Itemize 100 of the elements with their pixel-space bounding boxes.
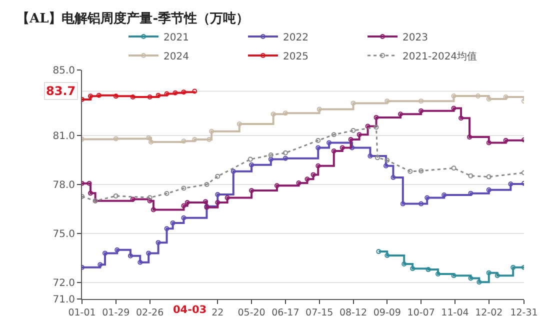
point	[494, 273, 500, 278]
point	[230, 168, 236, 174]
point	[400, 201, 406, 206]
point	[164, 191, 170, 196]
point	[164, 91, 170, 96]
point	[418, 98, 424, 104]
point	[326, 140, 332, 146]
point	[350, 128, 356, 134]
point	[150, 207, 156, 212]
point	[316, 163, 321, 168]
point	[147, 94, 152, 100]
x-tick-label: 02-26	[136, 307, 164, 318]
point	[503, 138, 508, 143]
legend-label: 2024	[164, 51, 189, 62]
point	[418, 201, 424, 206]
y-tick-label: 71.0	[52, 294, 75, 306]
point	[384, 252, 390, 258]
point	[383, 163, 388, 168]
point	[475, 94, 480, 99]
point	[310, 172, 316, 178]
point	[486, 174, 492, 180]
y-tick-label: 72.0	[52, 278, 75, 290]
point	[248, 156, 253, 162]
x-tick-label: 22	[212, 307, 224, 318]
y-tick-label: 78.0	[52, 180, 75, 191]
point	[331, 148, 336, 154]
point	[468, 276, 474, 281]
point	[424, 195, 430, 200]
point	[282, 156, 288, 161]
point	[348, 137, 354, 142]
point	[114, 247, 120, 252]
point	[508, 182, 514, 187]
y-tick-label: 81.0	[52, 130, 75, 142]
point	[181, 90, 186, 95]
point	[316, 145, 321, 150]
legend-label: 2021-2024均值	[402, 50, 478, 62]
point	[147, 195, 152, 200]
point	[147, 198, 152, 204]
point	[468, 173, 474, 178]
point	[236, 121, 242, 126]
point	[436, 271, 441, 276]
point	[206, 137, 212, 142]
point	[215, 174, 220, 179]
y-tick-label: 75.0	[52, 229, 75, 240]
point	[467, 134, 472, 140]
point	[172, 90, 178, 96]
point	[164, 226, 170, 232]
x-tick-label: 01-01	[68, 307, 96, 318]
point	[451, 273, 456, 278]
point	[184, 200, 190, 205]
point	[374, 114, 379, 120]
point	[181, 215, 186, 220]
point	[304, 176, 310, 182]
point	[510, 264, 516, 270]
point	[249, 162, 254, 168]
point	[340, 145, 345, 150]
point	[296, 180, 302, 186]
x-tick-label: 09-09	[373, 307, 401, 318]
point	[204, 182, 210, 187]
point	[130, 94, 136, 100]
point	[146, 135, 152, 140]
point	[398, 112, 403, 117]
point	[350, 145, 355, 150]
x-tick-label: 11-04	[441, 307, 469, 318]
point	[203, 199, 208, 204]
point	[476, 280, 482, 285]
point	[268, 156, 274, 162]
x-tick-label: 10-07	[407, 307, 435, 318]
point	[376, 249, 382, 254]
x-tick-label: 12-02	[475, 307, 503, 318]
legend-label: 2025	[283, 51, 308, 62]
point	[113, 94, 118, 99]
point	[282, 110, 288, 116]
point	[181, 203, 186, 208]
point	[274, 183, 280, 188]
point	[451, 94, 456, 99]
point	[316, 106, 322, 112]
point	[86, 180, 92, 186]
point	[181, 186, 186, 191]
x-tick-label: 06-17	[272, 307, 300, 318]
point	[215, 200, 220, 205]
line-series	[82, 124, 524, 204]
point	[215, 192, 220, 197]
point	[148, 139, 154, 144]
point	[209, 128, 214, 134]
point	[170, 220, 176, 226]
point	[486, 187, 492, 192]
point	[356, 132, 362, 138]
point	[156, 240, 161, 246]
point	[374, 155, 380, 160]
point	[316, 138, 321, 143]
y-tick-label: 85.0	[52, 66, 75, 76]
point	[418, 108, 424, 114]
point	[503, 94, 508, 100]
point	[128, 253, 133, 258]
point	[268, 152, 274, 158]
legend-label: 2023	[402, 32, 428, 44]
point	[98, 262, 103, 268]
point	[368, 154, 373, 159]
x-tick-label: 12-31	[510, 307, 538, 318]
